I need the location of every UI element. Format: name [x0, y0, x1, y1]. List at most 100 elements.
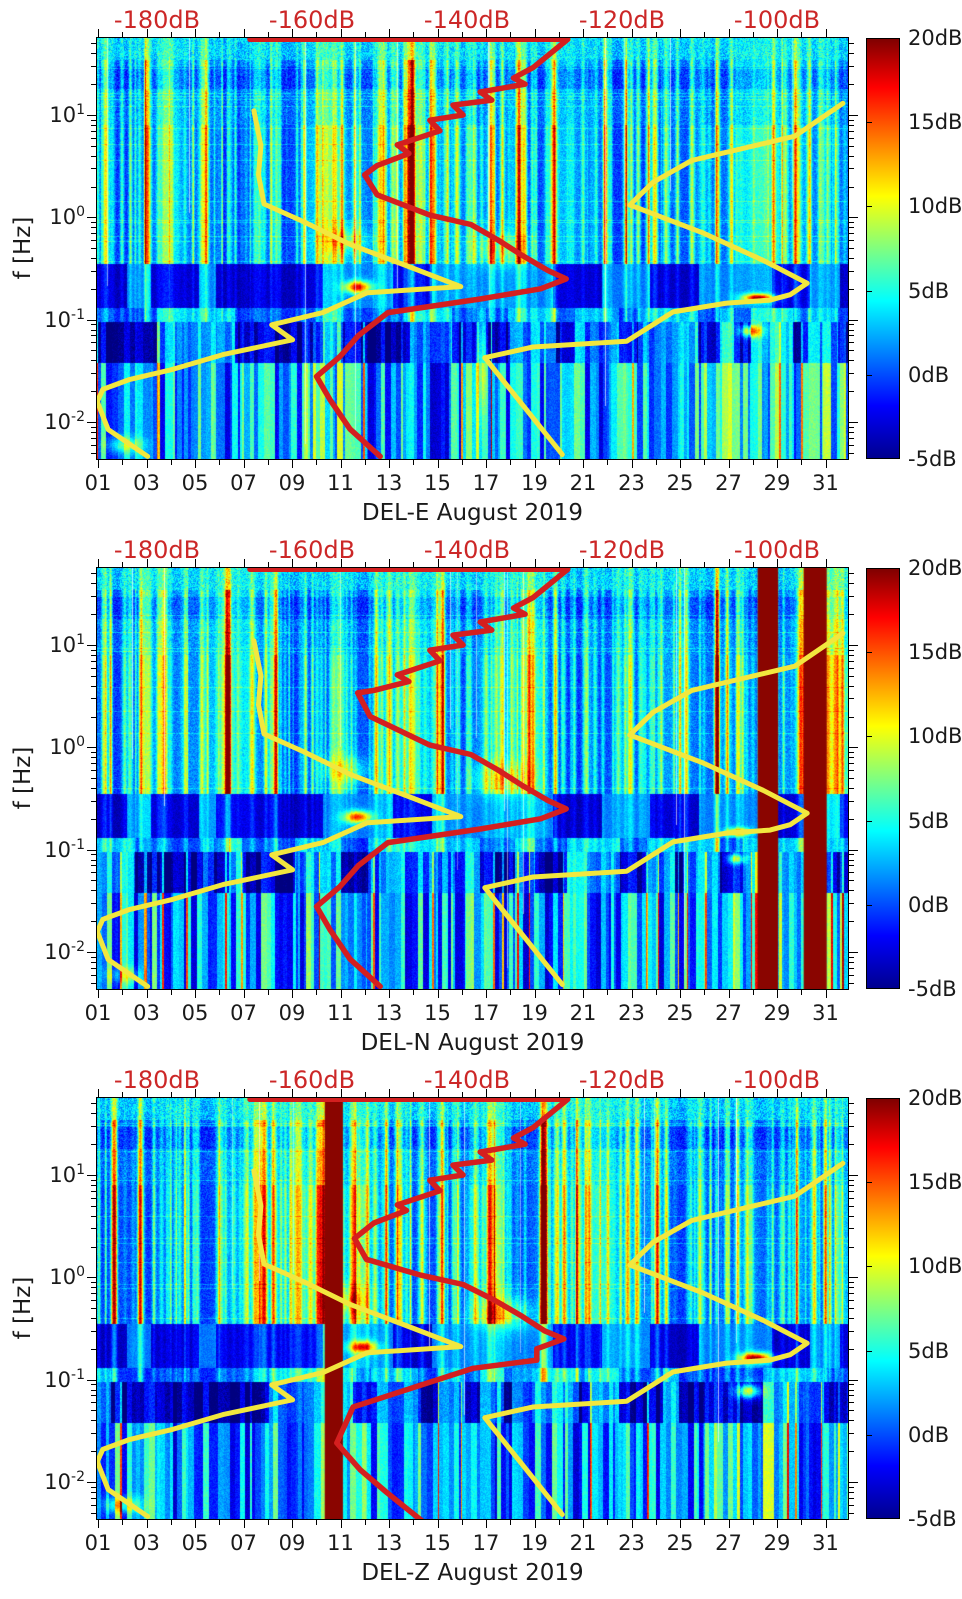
x-tick-label: 31 — [812, 1531, 839, 1555]
x-tick-label: 31 — [812, 471, 839, 495]
y-tick-label: 100 — [25, 204, 85, 229]
y-tick-right — [849, 859, 854, 861]
x-tick — [437, 1520, 439, 1528]
y-tick — [91, 1491, 96, 1493]
x-tick — [631, 460, 633, 468]
top-axis-label: -100dB — [733, 6, 821, 34]
x-tick-top — [558, 1092, 560, 1097]
x-tick — [267, 990, 269, 995]
x-tick-label: 07 — [230, 471, 257, 495]
x-tick — [752, 990, 754, 995]
y-tick — [91, 685, 96, 687]
y-tick — [91, 288, 96, 290]
x-tick-top — [583, 1089, 584, 1097]
x-tick — [680, 990, 681, 998]
y-tick-right — [849, 1126, 854, 1128]
colorbar-label: 20dB — [908, 556, 962, 580]
y-tick — [91, 155, 96, 157]
y-tick — [91, 350, 96, 352]
y-tick — [91, 137, 96, 139]
y-tick-right — [849, 854, 854, 856]
x-tick-label: 19 — [521, 1001, 548, 1025]
x-tick-label: 27 — [715, 1531, 742, 1555]
x-tick-top — [98, 29, 99, 37]
colorbar-tick — [866, 1518, 872, 1519]
y-tick — [91, 270, 96, 272]
x-tick — [122, 1520, 124, 1525]
x-tick-top — [316, 562, 318, 567]
x-tick-top — [195, 1089, 196, 1097]
spectrogram-del-n — [97, 568, 848, 989]
y-tick — [87, 1277, 96, 1279]
y-tick-right — [849, 800, 854, 802]
y-tick-base: 10 — [49, 205, 77, 230]
y-tick — [91, 654, 96, 656]
x-tick-label: 11 — [327, 1001, 354, 1025]
x-tick-top — [243, 29, 245, 37]
x-tick-label: 23 — [618, 1531, 645, 1555]
y-tick — [91, 698, 96, 700]
x-tick — [364, 990, 366, 995]
y-tick-right — [849, 667, 854, 669]
x-tick-label: 17 — [472, 471, 500, 495]
top-axis-label: -120dB — [578, 536, 666, 564]
spectrogram-del-z — [97, 1098, 848, 1519]
y-tick-right — [849, 43, 854, 45]
x-tick-top — [704, 32, 706, 37]
x-tick — [364, 1520, 366, 1525]
y-tick-right — [849, 1228, 854, 1230]
y-tick — [91, 248, 96, 250]
x-tick-label: 11 — [327, 1531, 354, 1555]
psd-curve — [247, 38, 571, 459]
psd-curve — [247, 568, 571, 989]
x-tick-top — [534, 559, 536, 567]
x-axis-title: DEL-N August 2019 — [360, 1030, 585, 1056]
high-noise-model-curve — [482, 630, 846, 987]
y-tick — [87, 849, 96, 851]
y-tick-exponent: 0 — [76, 1264, 85, 1281]
y-tick-base: 10 — [44, 1367, 72, 1392]
x-tick — [486, 1520, 487, 1528]
y-tick-right — [849, 360, 854, 362]
y-tick — [91, 329, 96, 331]
plot-frame — [96, 567, 849, 990]
plot-frame — [96, 37, 849, 460]
y-tick-right — [849, 1379, 858, 1381]
x-tick-label: 21 — [569, 471, 597, 495]
x-tick — [728, 1520, 730, 1528]
y-tick-right — [849, 1190, 854, 1192]
colorbar-tick — [866, 568, 872, 569]
y-tick-right — [849, 239, 854, 241]
x-tick — [98, 1520, 99, 1528]
y-tick — [91, 1486, 96, 1488]
y-tick-right — [849, 270, 854, 272]
x-tick — [777, 990, 778, 998]
x-tick — [607, 990, 609, 995]
y-tick — [91, 1512, 96, 1514]
x-tick-top — [486, 29, 487, 37]
x-tick-top — [413, 562, 415, 567]
y-tick — [91, 43, 96, 45]
y-tick-label: 10-2 — [25, 1469, 85, 1494]
y-tick-right — [849, 982, 854, 984]
x-tick — [316, 990, 318, 995]
x-tick — [655, 460, 657, 465]
x-tick-top — [170, 32, 172, 37]
x-tick — [825, 1520, 827, 1528]
y-axis-title: f [Hz] — [10, 216, 36, 279]
colorbar-label: 15dB — [908, 640, 962, 665]
y-tick-right — [849, 751, 854, 753]
x-tick-label: 25 — [666, 471, 694, 495]
x-tick — [583, 1520, 584, 1528]
x-tick-top — [680, 1089, 681, 1097]
x-tick-label: 29 — [763, 1001, 791, 1025]
y-tick — [91, 452, 96, 454]
y-tick-right — [849, 1512, 854, 1514]
y-tick — [91, 890, 96, 892]
x-tick — [607, 460, 609, 465]
x-tick — [170, 990, 172, 995]
y-tick-right — [849, 1486, 854, 1488]
x-tick-label: 01 — [84, 1001, 112, 1025]
y-tick-right — [849, 921, 854, 923]
x-tick-top — [655, 562, 657, 567]
